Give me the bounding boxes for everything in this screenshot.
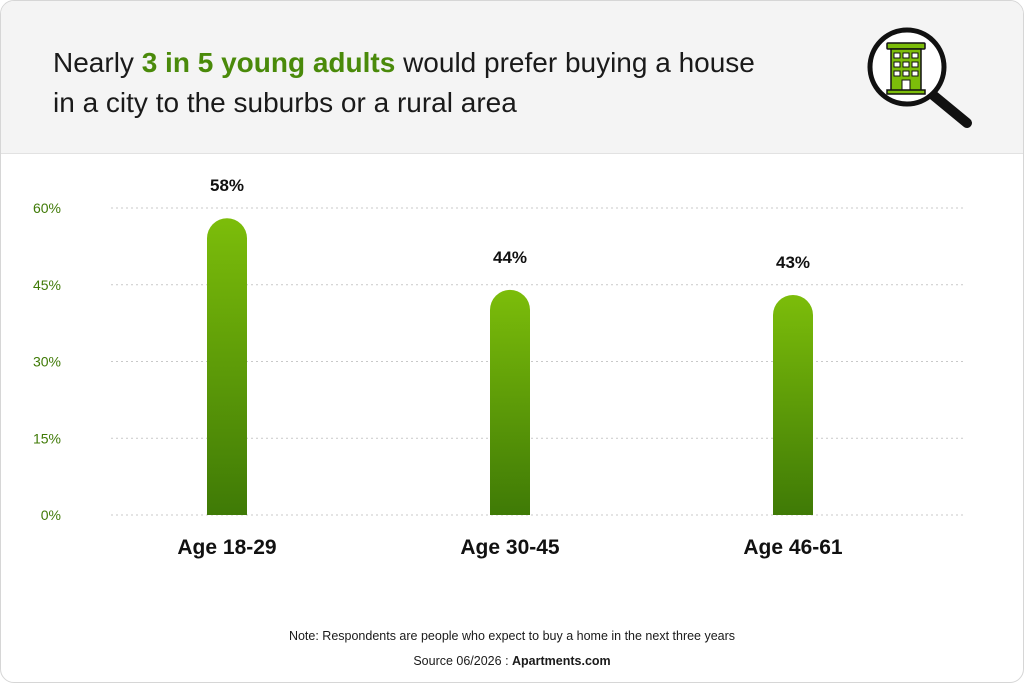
data-label: 44% — [493, 248, 527, 267]
data-label: 43% — [776, 253, 810, 272]
bars — [207, 218, 813, 515]
y-tick-label: 30% — [33, 354, 61, 370]
x-tick-label: Age 46-61 — [743, 536, 843, 559]
y-tick-label: 15% — [33, 430, 61, 446]
title-highlight: 3 in 5 young adults — [141, 47, 396, 78]
source-prefix: Source 06/2026 : — [413, 654, 513, 668]
y-axis-ticks: 0% 15% 30% 45% 60% — [33, 200, 61, 523]
source-name: Apartments.com — [512, 654, 611, 668]
y-tick-label: 60% — [33, 200, 61, 216]
x-axis-labels: Age 18-29 Age 30-45 Age 46-61 — [177, 536, 843, 559]
title-prefix: Nearly — [53, 47, 142, 78]
data-label: 58% — [210, 176, 244, 195]
bar — [490, 289, 530, 515]
source-line: Source 06/2026 : Apartments.com — [1, 654, 1023, 668]
bar-chart: 0% 15% 30% 45% 60% 58% 44% 43% Age 18-29 Age 30… — [33, 176, 966, 559]
footnote: Note: Respondents are people who expect … — [288, 629, 736, 643]
x-tick-label: Age 30-45 — [460, 536, 560, 559]
y-tick-label: 45% — [33, 277, 61, 293]
header: Nearly 3 in 5 young adults would prefer … — [1, 1, 1023, 154]
bar — [773, 294, 813, 515]
title-suffix: would prefer buying a house in a city to… — [53, 47, 755, 118]
bar — [207, 218, 247, 515]
x-tick-label: Age 18-29 — [177, 536, 276, 559]
y-tick-label: 0% — [41, 507, 61, 523]
page-title: Nearly 3 in 5 young adults would prefer … — [53, 43, 773, 123]
value-labels: 58% 44% 43% — [210, 176, 810, 272]
building-magnifier-icon — [867, 27, 972, 128]
